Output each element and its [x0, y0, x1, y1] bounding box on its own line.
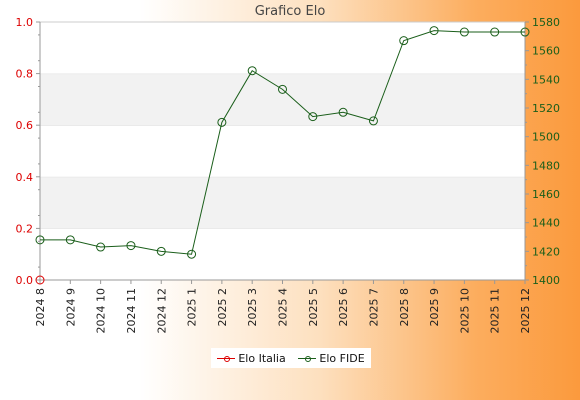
data-point-elo-fide	[308, 112, 318, 122]
data-point-elo-fide	[459, 27, 469, 37]
chart-title: Grafico Elo	[254, 4, 326, 19]
data-point-elo-fide	[35, 235, 45, 245]
right-tick-label: 1460	[532, 188, 560, 201]
x-tick-label: 2024 12	[155, 288, 168, 334]
right-tick-label: 1480	[532, 159, 560, 172]
right-tick-label: 1560	[532, 45, 560, 58]
grid-band	[40, 176, 525, 229]
data-point-elo-fide	[429, 26, 439, 36]
data-point-elo-fide	[65, 235, 75, 245]
x-tick-label: 2025 11	[489, 288, 502, 334]
x-tick-label: 2024 8	[34, 288, 47, 327]
data-point-elo-fide	[156, 246, 166, 256]
x-tick-label: 2025 4	[277, 288, 290, 327]
data-point-elo-fide	[247, 66, 257, 76]
left-tick-label: 1.0	[16, 16, 34, 29]
legend-item-elo-italia[interactable]: Elo Italia	[217, 351, 286, 365]
data-point-elo-fide	[187, 249, 197, 259]
data-point-elo-fide	[399, 36, 409, 46]
left-tick-label: 0.4	[16, 171, 34, 184]
right-tick-label: 1420	[532, 245, 560, 258]
data-point-elo-fide	[126, 241, 136, 251]
data-point-elo-fide	[96, 242, 106, 252]
data-point-elo-fide	[368, 116, 378, 126]
x-tick-label: 2025 5	[307, 288, 320, 327]
right-tick-label: 1580	[532, 16, 560, 29]
grid-band	[40, 73, 525, 126]
data-point-elo-fide	[520, 27, 530, 37]
right-tick-label: 1520	[532, 102, 560, 115]
x-tick-label: 2025 10	[458, 288, 471, 334]
data-point-elo-fide	[217, 117, 227, 127]
right-axis: 1400 1420 1440 1460 1480 1500 1520 1540 1560 1580	[524, 16, 560, 287]
legend: Elo Italia Elo FIDE	[211, 348, 371, 368]
x-tick-label: 2025 3	[246, 288, 259, 327]
x-tick-label: 2025 6	[337, 288, 350, 327]
plot-bands	[39, 21, 526, 281]
legend-label-elo-fide: Elo FIDE	[319, 351, 365, 365]
left-tick-label: 0.2	[16, 222, 34, 235]
right-tick-label: 1540	[532, 73, 560, 86]
x-tick-label: 2024 11	[125, 288, 138, 334]
x-tick-label: 2024 10	[95, 288, 108, 334]
left-tick-label: 0.0	[16, 274, 34, 287]
series-line-elo-fide	[40, 30, 525, 255]
left-axis: 0.0 0.2 0.4 0.6 0.8 1.0	[16, 16, 41, 287]
right-tick-label: 1500	[532, 131, 560, 144]
x-tick-label: 2025 8	[398, 288, 411, 327]
x-tick-label: 2025 12	[519, 288, 532, 334]
data-point-elo-italia	[35, 275, 45, 285]
x-tick-label: 2025 9	[428, 288, 441, 327]
x-tick-label: 2025 1	[186, 288, 199, 327]
legend-marker-elo-fide	[298, 353, 317, 363]
legend-item-elo-fide[interactable]: Elo FIDE	[298, 351, 365, 365]
series-layer	[35, 26, 530, 285]
right-tick-label: 1400	[532, 274, 560, 287]
legend-label-elo-italia: Elo Italia	[238, 351, 286, 365]
right-tick-label: 1440	[532, 217, 560, 230]
x-tick-label: 2025 7	[367, 288, 380, 327]
left-tick-label: 0.8	[16, 68, 34, 81]
left-tick-label: 0.6	[16, 119, 34, 132]
grid-band	[40, 22, 525, 74]
x-tick-label: 2025 2	[216, 288, 229, 327]
x-tick-label: 2024 9	[64, 288, 77, 327]
data-point-elo-fide	[338, 107, 348, 117]
data-point-elo-fide	[278, 84, 287, 94]
grid-band	[40, 125, 525, 177]
legend-marker-elo-italia	[217, 353, 236, 363]
grid-band	[40, 228, 525, 280]
data-point-elo-fide	[490, 27, 500, 37]
